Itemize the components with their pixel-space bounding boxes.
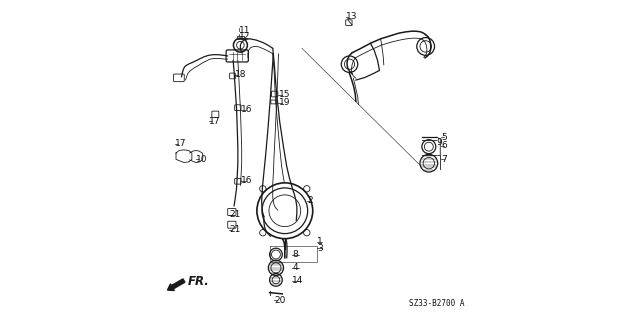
Text: 7: 7 bbox=[441, 155, 447, 164]
Polygon shape bbox=[176, 150, 192, 163]
Text: 17: 17 bbox=[209, 117, 221, 126]
Text: SZ33-B2700 A: SZ33-B2700 A bbox=[409, 300, 465, 308]
Text: 13: 13 bbox=[346, 12, 357, 21]
FancyBboxPatch shape bbox=[212, 111, 219, 117]
FancyBboxPatch shape bbox=[235, 105, 241, 110]
Text: 21: 21 bbox=[229, 210, 241, 219]
Text: FR.: FR. bbox=[188, 275, 210, 288]
Text: 15: 15 bbox=[278, 90, 290, 99]
FancyBboxPatch shape bbox=[346, 20, 352, 26]
Bar bbox=[237, 36, 244, 39]
Text: 2: 2 bbox=[307, 196, 313, 205]
FancyArrow shape bbox=[168, 279, 185, 291]
Text: 9: 9 bbox=[436, 138, 442, 147]
Text: 19: 19 bbox=[278, 99, 290, 108]
FancyBboxPatch shape bbox=[228, 221, 236, 228]
FancyBboxPatch shape bbox=[228, 209, 236, 215]
Text: 4: 4 bbox=[293, 263, 298, 272]
Text: 20: 20 bbox=[274, 296, 286, 305]
Text: 16: 16 bbox=[241, 105, 252, 114]
Text: 21: 21 bbox=[229, 225, 241, 234]
Text: 17: 17 bbox=[175, 139, 187, 148]
Text: 8: 8 bbox=[293, 250, 298, 259]
FancyBboxPatch shape bbox=[230, 73, 236, 79]
FancyBboxPatch shape bbox=[271, 100, 276, 104]
Text: 10: 10 bbox=[196, 155, 207, 164]
Text: 1: 1 bbox=[317, 237, 323, 246]
Text: 11: 11 bbox=[239, 26, 250, 35]
Text: 5: 5 bbox=[441, 133, 447, 142]
Text: 14: 14 bbox=[293, 276, 304, 285]
FancyBboxPatch shape bbox=[226, 50, 248, 62]
Text: 16: 16 bbox=[241, 176, 252, 185]
Text: 3: 3 bbox=[317, 244, 323, 253]
Text: 6: 6 bbox=[441, 141, 447, 150]
FancyBboxPatch shape bbox=[271, 91, 278, 97]
FancyBboxPatch shape bbox=[235, 178, 241, 184]
FancyBboxPatch shape bbox=[173, 74, 184, 82]
Polygon shape bbox=[190, 150, 203, 163]
Text: 18: 18 bbox=[235, 70, 246, 79]
Text: 12: 12 bbox=[239, 32, 250, 41]
